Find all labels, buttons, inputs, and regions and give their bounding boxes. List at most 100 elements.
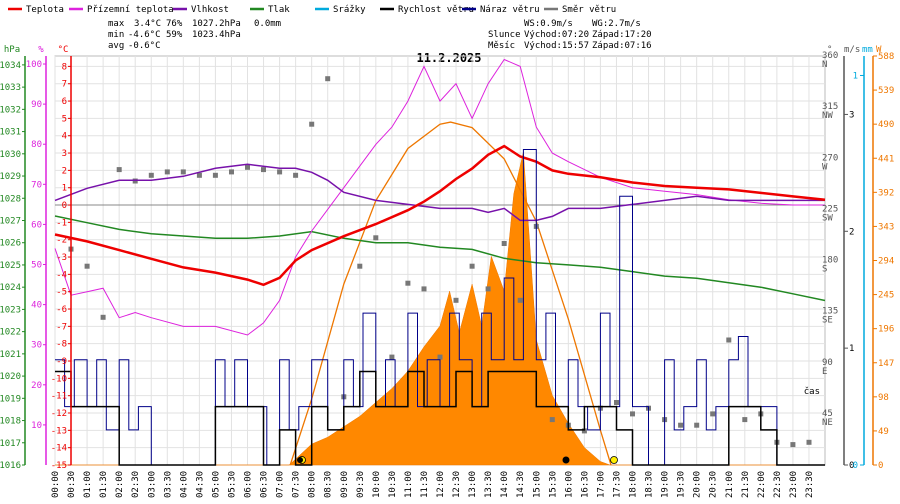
solar-tick-label: 392 xyxy=(878,188,894,198)
hum-tick-label: 40 xyxy=(31,301,42,311)
x-tick-label: 17:00 xyxy=(596,471,606,498)
chart-title: 11.2.2025 xyxy=(416,51,481,65)
wind-direction-point xyxy=(614,400,619,405)
rain-axis-unit: mm xyxy=(862,45,873,55)
wind-wg: WG:2.7m/s xyxy=(592,19,641,29)
x-tick-label: 06:00 xyxy=(244,471,254,498)
wind-direction-point xyxy=(84,263,90,269)
series-pressure xyxy=(54,215,826,302)
solar-tick-label: 196 xyxy=(878,325,894,335)
temp-tick-label: 4 xyxy=(62,132,67,142)
x-tick-label: 01:00 xyxy=(83,471,93,498)
solar-tick-label: 588 xyxy=(878,52,894,62)
sun-markers xyxy=(297,456,618,464)
x-tick-label: 08:00 xyxy=(308,471,318,498)
wind-tick-label: 0 xyxy=(849,461,854,471)
wind-direction-point xyxy=(694,422,700,428)
dir-axis-unit: ° xyxy=(827,45,832,55)
hpa-tick-label: 1019 xyxy=(0,394,21,404)
x-tick-label: 22:30 xyxy=(773,471,783,498)
legend-item: Rychlost větru xyxy=(398,5,474,15)
rain-tick-label: 1 xyxy=(853,71,858,81)
wind-direction-point xyxy=(100,314,106,320)
legend-item: Náraz větru xyxy=(480,5,540,15)
stat-max-pres: 1027.2hPa xyxy=(192,19,241,29)
series-wind-speed xyxy=(55,370,825,466)
rain-tick-label: 0 xyxy=(853,461,858,471)
dir-compass-label: SW xyxy=(822,213,833,223)
moon-label: Měsíc xyxy=(488,41,515,51)
hpa-axis-unit: hPa xyxy=(4,45,20,55)
wind-axis-unit: m/s xyxy=(844,45,860,55)
hpa-tick-label: 1016 xyxy=(0,461,21,471)
x-tick-label: 03:00 xyxy=(147,471,157,498)
hum-tick-label: 20 xyxy=(31,381,42,391)
stat-rain: 0.0mm xyxy=(254,19,281,29)
sunset-marker xyxy=(610,456,618,464)
x-tick-label: 12:30 xyxy=(452,471,462,498)
series-theoretical-solar xyxy=(289,121,612,466)
dir-tick-label: 180 xyxy=(822,256,838,266)
wind-direction-point xyxy=(742,417,748,423)
legend-item: Srážky xyxy=(333,5,366,15)
dir-compass-label: NE xyxy=(822,418,833,428)
solar-tick-label: 343 xyxy=(878,222,894,232)
wind-tick-label: 1 xyxy=(849,344,854,354)
hpa-tick-label: 1030 xyxy=(0,150,21,160)
solar-tick-label: 490 xyxy=(878,120,894,130)
wind-direction-point xyxy=(229,169,234,175)
wind-direction-point xyxy=(196,172,202,178)
hum-tick-label: 30 xyxy=(31,341,42,351)
x-axis-label: čas xyxy=(804,386,820,397)
wind-direction-point xyxy=(212,172,218,178)
sun-label: Slunce xyxy=(488,30,521,40)
hpa-tick-label: 1027 xyxy=(0,216,21,226)
wind-tick-label: 2 xyxy=(849,227,854,237)
x-tick-label: 13:00 xyxy=(468,471,478,498)
stat-min-temp: -4.6°C xyxy=(128,30,161,40)
x-tick-label: 10:30 xyxy=(388,471,398,498)
hum-tick-label: 50 xyxy=(31,261,42,271)
wind-direction-point xyxy=(678,422,684,428)
temp-tick-label: -9 xyxy=(56,357,67,367)
wind-direction-point xyxy=(277,169,283,175)
dir-compass-label: NW xyxy=(822,111,833,121)
moon-set: Západ:07:16 xyxy=(592,41,652,51)
astro-block: WS:0.9m/s WG:2.7m/s Slunce Východ:07:20 … xyxy=(488,19,652,51)
x-tick-label: 08:30 xyxy=(324,471,334,498)
legend-item: Teplota xyxy=(26,5,64,15)
series-temperature xyxy=(54,144,826,287)
wind-direction-point xyxy=(485,286,491,292)
dir-compass-label: SE xyxy=(822,316,833,326)
temp-tick-label: 8 xyxy=(62,62,67,72)
x-tick-label: 21:00 xyxy=(725,471,735,498)
x-tick-label: 04:00 xyxy=(179,471,189,498)
moon-rise: Východ:15:57 xyxy=(524,41,589,51)
hpa-tick-label: 1029 xyxy=(0,172,21,182)
wind-direction-point xyxy=(630,411,635,417)
hum-tick-label: 90 xyxy=(31,100,42,110)
x-tick-label: 18:00 xyxy=(629,471,639,498)
x-tick-label: 20:00 xyxy=(693,471,703,498)
temp-tick-label: 5 xyxy=(62,114,67,124)
sun-rise: Východ:07:20 xyxy=(524,30,589,40)
solar-tick-label: 539 xyxy=(878,86,894,96)
wind-direction-point xyxy=(710,411,716,417)
dir-tick-label: 135 xyxy=(822,307,838,317)
solar-axis-unit: W xyxy=(876,45,882,55)
hpa-tick-label: 1031 xyxy=(0,128,21,138)
x-tick-label: 12:00 xyxy=(436,471,446,498)
temp-tick-label: -15 xyxy=(51,461,67,471)
temp-tick-label: -12 xyxy=(51,409,67,419)
hpa-tick-label: 1025 xyxy=(0,261,21,271)
x-tick-label: 23:30 xyxy=(805,471,815,498)
wind-direction-point xyxy=(469,263,475,269)
wind-direction-point xyxy=(549,417,555,423)
wind-direction-point xyxy=(261,167,266,173)
stat-avg-temp: -0.6°C xyxy=(128,41,161,51)
wind-direction-point xyxy=(357,263,363,269)
wind-direction-point xyxy=(453,297,459,303)
wind-direction-point xyxy=(373,235,379,241)
stats-block: max 3.4°C 76% 1027.2hPa 0.0mm min -4.6°C… xyxy=(108,19,281,51)
x-tick-label: 05:00 xyxy=(211,471,221,498)
